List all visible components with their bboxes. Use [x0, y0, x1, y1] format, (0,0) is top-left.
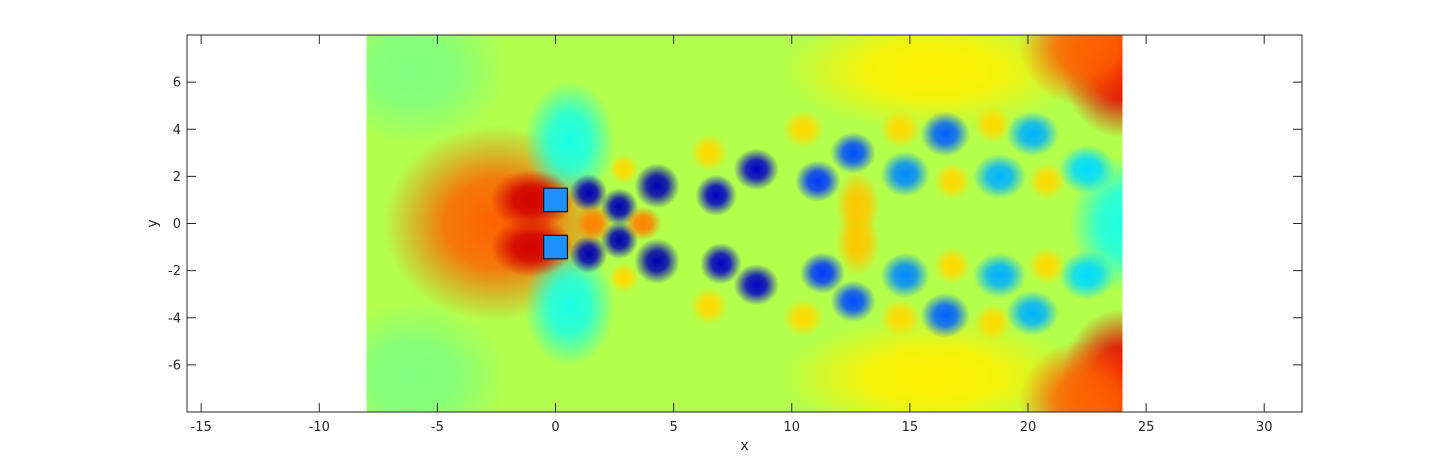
- y-axis-label: y: [145, 219, 161, 227]
- field-blob: [830, 132, 876, 174]
- field-blob: [782, 110, 825, 149]
- field-blob: [920, 292, 970, 339]
- field-blob: [490, 216, 574, 278]
- x-tick-label: 30: [1256, 420, 1273, 435]
- field-blob: [524, 80, 616, 202]
- field-blob: [1058, 250, 1116, 300]
- x-tick-label: 25: [1138, 420, 1155, 435]
- field-blob: [933, 162, 972, 200]
- field-blob: [366, 35, 509, 146]
- field-blob: [634, 163, 680, 209]
- field-blob: [782, 298, 825, 337]
- y-tick-label: 0: [173, 217, 181, 232]
- field-blob: [524, 245, 616, 367]
- x-tick-label: 10: [783, 420, 800, 435]
- field-blob: [1019, 35, 1123, 108]
- lower-cylinder: [543, 234, 568, 260]
- x-tick-label: 0: [551, 420, 559, 435]
- field-blob: [733, 148, 779, 191]
- field-blob: [973, 252, 1027, 298]
- field-blob: [1019, 339, 1123, 412]
- x-tick-label: 15: [902, 420, 919, 435]
- y-tick-label: -6: [168, 358, 181, 373]
- field-blob: [690, 133, 728, 172]
- y-tick-label: 2: [173, 170, 181, 185]
- field-blob: [608, 262, 640, 293]
- field-blob: [879, 110, 922, 149]
- field-blob: [1006, 111, 1060, 157]
- field-blob: [920, 111, 970, 157]
- field-blob: [733, 264, 779, 306]
- field-blob: [835, 208, 881, 277]
- obstacles: [543, 187, 568, 260]
- field-blob: [1027, 247, 1066, 285]
- x-tick-label: -5: [431, 420, 444, 435]
- x-axis-label: x: [740, 438, 748, 454]
- y-tick-label: 6: [173, 76, 181, 91]
- field-blob: [782, 316, 1085, 412]
- field-blob: [690, 287, 728, 325]
- field-blob: [879, 298, 922, 337]
- field-blob: [1027, 162, 1066, 200]
- field-blob: [569, 174, 608, 212]
- field-blob: [490, 169, 574, 231]
- field-blob: [700, 242, 742, 285]
- field-blob: [973, 303, 1012, 342]
- field-blob: [830, 280, 876, 322]
- x-tick-label: 20: [1020, 420, 1037, 435]
- field-blob: [973, 153, 1027, 199]
- field-blob: [880, 252, 930, 298]
- ticks: -15 -10 -5 0 5 10 15 20 25 30 -6 -4 -2 0 2 4 6: [168, 35, 1302, 435]
- field-blob: [634, 238, 680, 284]
- y-tick-label: -4: [168, 311, 181, 326]
- field-blob: [795, 160, 841, 202]
- field-blob: [933, 247, 972, 285]
- field-blob: [608, 154, 640, 185]
- field-blob: [1006, 290, 1060, 336]
- upper-cylinder: [543, 187, 568, 213]
- field-blob: [799, 252, 846, 294]
- x-tick-label: 5: [669, 420, 677, 435]
- field-blob: [973, 105, 1012, 144]
- heatmap-field: [366, 35, 1123, 412]
- x-tick-label: -10: [309, 420, 330, 435]
- field-blob: [569, 235, 608, 273]
- y-tick-label: -2: [168, 264, 181, 279]
- field-blob: [880, 151, 930, 197]
- field-blob: [782, 35, 1085, 131]
- y-tick-label: 4: [173, 123, 181, 138]
- field-blob: [574, 204, 613, 243]
- field-blob: [624, 206, 662, 241]
- x-tick-label: -15: [191, 420, 212, 435]
- field-blob: [695, 174, 737, 216]
- field-blob: [1058, 144, 1116, 194]
- field-blob: [366, 301, 509, 412]
